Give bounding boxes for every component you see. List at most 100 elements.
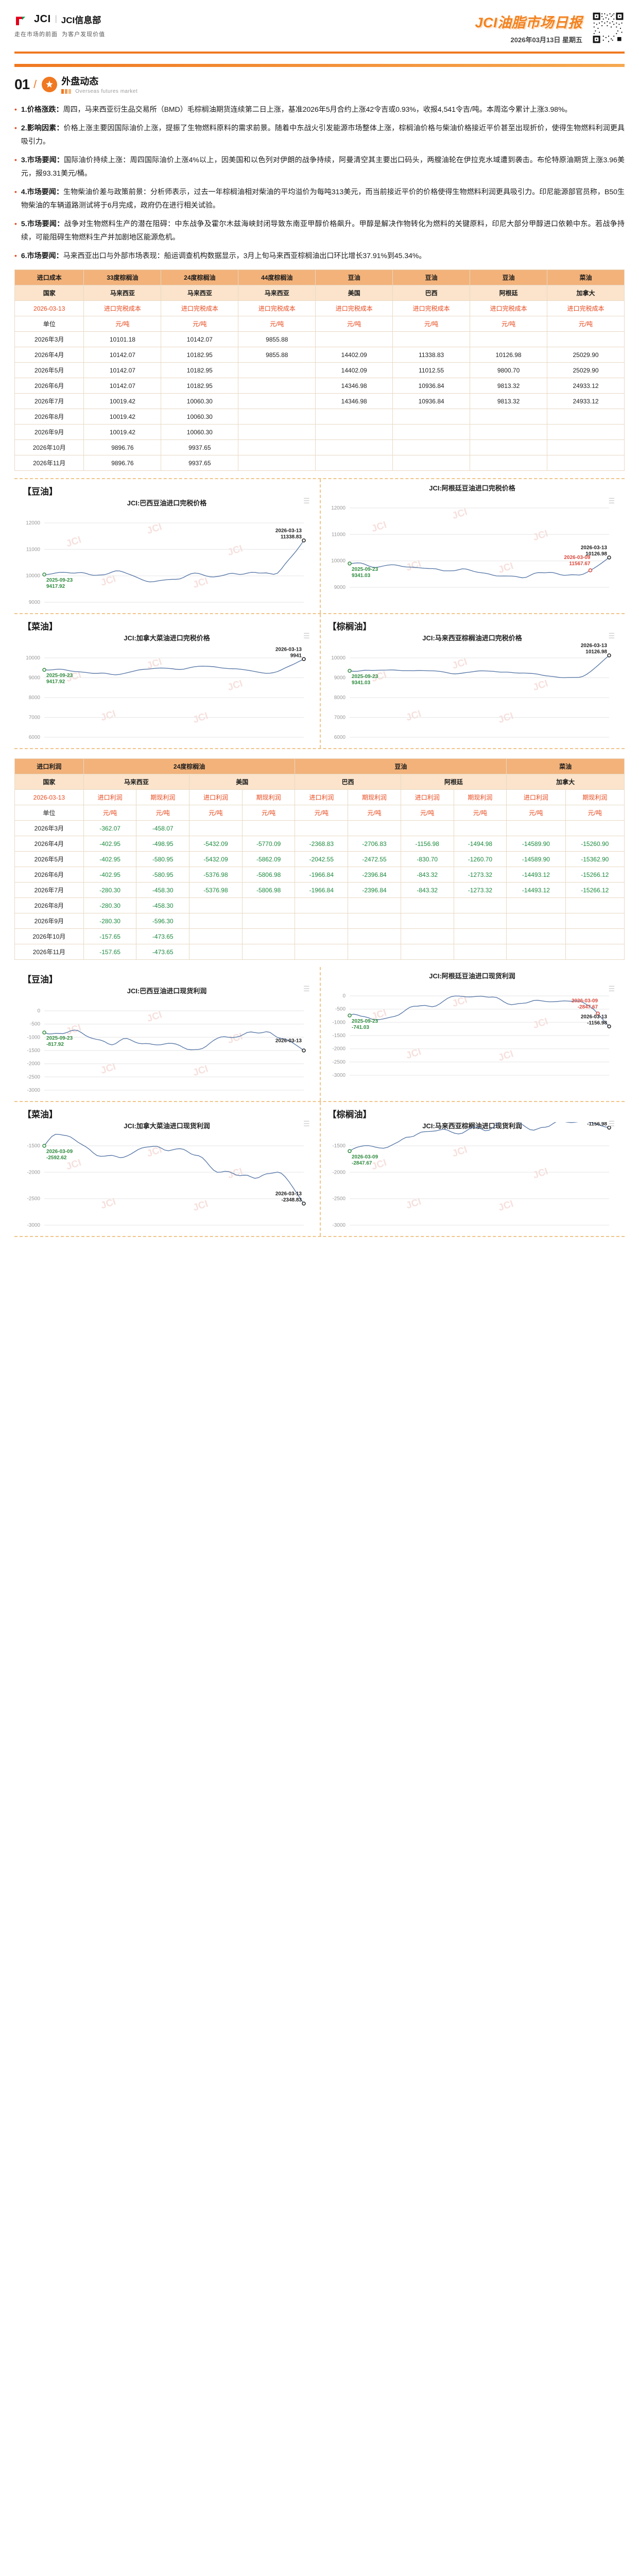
svg-text:-2847.67: -2847.67 (577, 1004, 598, 1010)
svg-text:-817.92: -817.92 (46, 1042, 64, 1047)
svg-text:9000: 9000 (29, 675, 41, 681)
svg-text:8000: 8000 (334, 695, 346, 701)
svg-text:JCI: JCI (226, 678, 244, 693)
svg-text:2025-09-23: 2025-09-23 (352, 674, 378, 680)
svg-text:JCI: JCI (226, 543, 244, 558)
svg-text:-3000: -3000 (27, 1088, 40, 1093)
svg-text:-2000: -2000 (27, 1170, 40, 1175)
svg-text:0: 0 (342, 993, 346, 999)
svg-text:6000: 6000 (29, 735, 41, 740)
svg-text:JCI:阿根廷豆油进口完税价格: JCI:阿根廷豆油进口完税价格 (429, 484, 516, 492)
svg-text:JCI: JCI (192, 1198, 210, 1213)
svg-text:9417.92: 9417.92 (46, 584, 65, 589)
svg-text:JCI:巴西豆油进口完税价格: JCI:巴西豆油进口完税价格 (127, 499, 208, 507)
svg-text:-2000: -2000 (27, 1061, 40, 1067)
svg-text:2025-09-23: 2025-09-23 (46, 673, 73, 679)
svg-text:7000: 7000 (29, 715, 41, 721)
svg-text:10000: 10000 (26, 573, 40, 579)
svg-text:JCI:马来西亚棕榈油进口完税价格: JCI:马来西亚棕榈油进口完税价格 (422, 634, 523, 642)
svg-text:-1000: -1000 (27, 1035, 40, 1040)
svg-text:JCI:阿根廷豆油进口现货利润: JCI:阿根廷豆油进口现货利润 (429, 972, 515, 980)
svg-text:8000: 8000 (29, 695, 41, 701)
svg-text:JCI: JCI (531, 528, 549, 543)
svg-text:2025-09-23: 2025-09-23 (352, 1019, 378, 1024)
svg-text:JCI:巴西豆油进口现货利润: JCI:巴西豆油进口现货利润 (127, 987, 207, 995)
svg-text:JCI: JCI (192, 575, 210, 590)
svg-text:2026-03-13: 2026-03-13 (275, 1191, 302, 1197)
svg-text:7000: 7000 (334, 715, 346, 721)
svg-text:JCI: JCI (146, 1009, 164, 1024)
svg-text:-1500: -1500 (27, 1048, 40, 1054)
svg-text:2026-03-09: 2026-03-09 (352, 1154, 378, 1160)
svg-text:12000: 12000 (331, 505, 346, 511)
svg-text:-2000: -2000 (332, 1046, 346, 1052)
svg-text:-2348.83: -2348.83 (282, 1197, 302, 1203)
svg-text:-1000: -1000 (332, 1020, 346, 1025)
svg-text:-741.03: -741.03 (352, 1025, 369, 1030)
svg-text:JCI: JCI (65, 1157, 83, 1172)
svg-text:-1156.98: -1156.98 (587, 1122, 607, 1127)
svg-text:0: 0 (37, 1008, 40, 1014)
svg-text:2025-09-23: 2025-09-23 (46, 1036, 73, 1041)
svg-text:9000: 9000 (29, 600, 41, 605)
svg-text:JCI: JCI (99, 708, 117, 723)
svg-text:2025-09-23: 2025-09-23 (352, 567, 378, 572)
svg-text:11338.83: 11338.83 (281, 534, 302, 540)
svg-text:2026-03-13: 2026-03-13 (275, 647, 302, 652)
svg-text:JCI: JCI (192, 710, 210, 725)
svg-text:JCI: JCI (531, 1016, 549, 1031)
svg-text:2026-03-09: 2026-03-09 (571, 998, 598, 1004)
svg-text:9000: 9000 (334, 675, 346, 681)
svg-text:JCI: JCI (226, 1031, 244, 1046)
svg-text:JCI: JCI (497, 1198, 515, 1213)
svg-text:-2592.62: -2592.62 (46, 1155, 67, 1161)
svg-text:9341.03: 9341.03 (352, 680, 371, 686)
svg-text:10000: 10000 (26, 655, 40, 661)
svg-text:JCI: JCI (497, 561, 515, 575)
svg-text:2025-09-23: 2025-09-23 (46, 578, 73, 583)
svg-text:JCI: JCI (497, 1048, 515, 1063)
svg-text:JCI: JCI (65, 534, 83, 549)
svg-text:-500: -500 (335, 1007, 345, 1012)
svg-text:10126.98: 10126.98 (585, 551, 607, 557)
svg-text:2026-03-13: 2026-03-13 (580, 643, 607, 649)
svg-text:2026-03-09: 2026-03-09 (46, 1149, 73, 1155)
svg-text:-2500: -2500 (332, 1059, 346, 1065)
svg-text:9341.03: 9341.03 (352, 573, 371, 579)
svg-text:-3000: -3000 (27, 1223, 40, 1228)
svg-text:11000: 11000 (331, 532, 346, 537)
svg-text:-2500: -2500 (332, 1196, 346, 1202)
svg-text:-2000: -2000 (332, 1170, 346, 1175)
svg-text:-1500: -1500 (332, 1143, 346, 1149)
svg-text:JCI: JCI (497, 710, 515, 725)
svg-text:9417.92: 9417.92 (46, 679, 65, 685)
svg-text:JCI: JCI (370, 519, 388, 534)
svg-text:JCI: JCI (451, 656, 469, 671)
svg-text:JCI: JCI (531, 1166, 549, 1181)
svg-text:JCI:加拿大菜油进口完税价格: JCI:加拿大菜油进口完税价格 (124, 634, 211, 642)
svg-text:-2500: -2500 (27, 1196, 40, 1202)
svg-text:2026-03-13: 2026-03-13 (275, 528, 302, 534)
svg-text:JCI: JCI (226, 1166, 244, 1181)
svg-text:11000: 11000 (26, 547, 41, 552)
svg-text:-1500: -1500 (27, 1143, 40, 1149)
svg-text:JCI: JCI (404, 708, 422, 723)
svg-text:10126.98: 10126.98 (585, 649, 607, 655)
svg-text:JCI: JCI (531, 678, 549, 693)
svg-text:2026-03-13: 2026-03-13 (275, 1038, 302, 1044)
svg-text:-1500: -1500 (332, 1033, 346, 1039)
svg-text:JCI: JCI (451, 1144, 469, 1159)
svg-text:10000: 10000 (331, 558, 346, 564)
svg-text:11567.67: 11567.67 (569, 561, 591, 567)
svg-text:JCI: JCI (192, 1063, 210, 1078)
svg-text:9000: 9000 (334, 585, 346, 590)
svg-text:-1156.98: -1156.98 (587, 1020, 607, 1026)
svg-text:10000: 10000 (331, 655, 346, 661)
svg-text:9941: 9941 (290, 653, 302, 658)
svg-text:JCI:加拿大菜油进口现货利润: JCI:加拿大菜油进口现货利润 (124, 1122, 210, 1130)
svg-text:6000: 6000 (334, 735, 346, 740)
svg-text:12000: 12000 (26, 520, 40, 526)
svg-text:-3000: -3000 (332, 1073, 346, 1078)
svg-text:-3000: -3000 (332, 1223, 346, 1228)
svg-text:2026-03-13: 2026-03-13 (580, 545, 607, 551)
